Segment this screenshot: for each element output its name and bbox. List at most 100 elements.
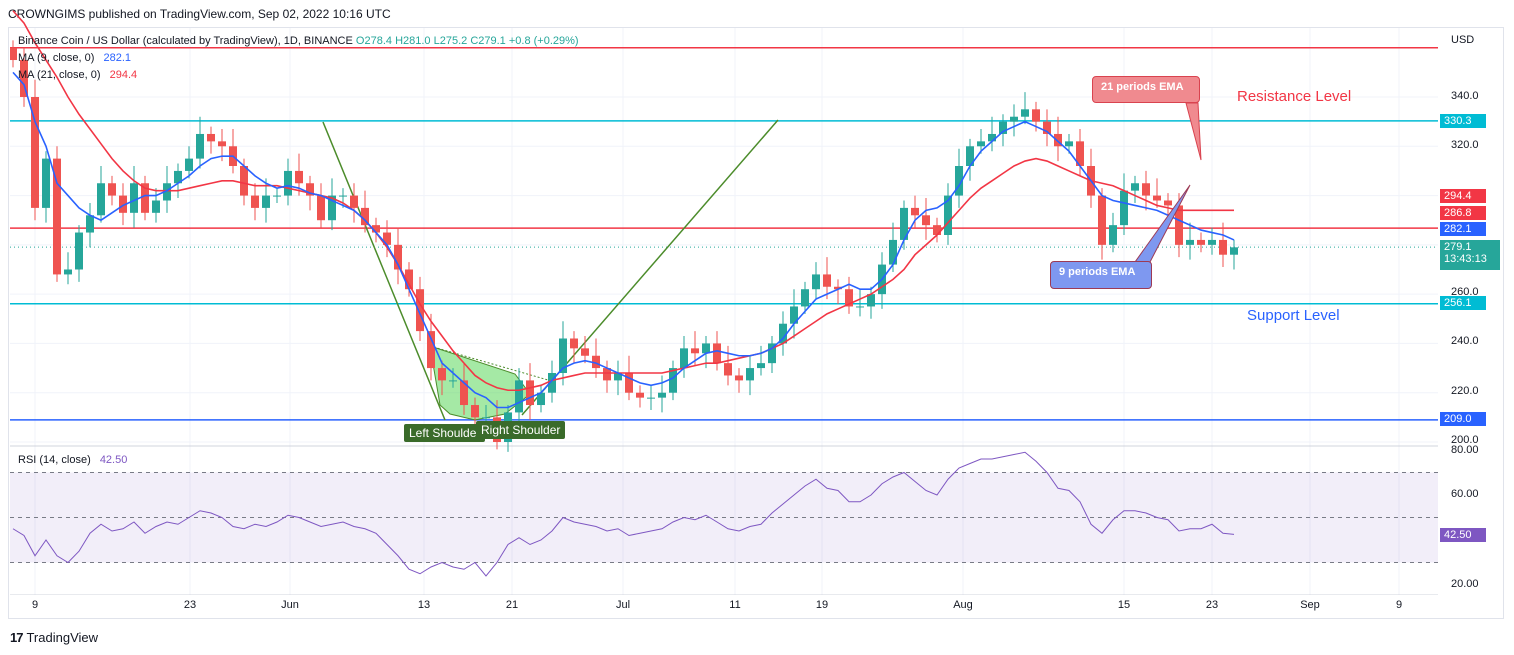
- candle-body: [42, 158, 50, 208]
- candle-body: [152, 200, 160, 213]
- horizontal-levels: [10, 46, 1438, 421]
- candle-body: [471, 405, 479, 418]
- candle-body: [1109, 225, 1117, 245]
- candle-body: [284, 170, 292, 196]
- candle-body: [724, 363, 732, 376]
- candle-body: [1054, 133, 1062, 147]
- candle-body: [10, 47, 17, 61]
- ma21-legend[interactable]: MA (21, close, 0) 294.4: [18, 69, 137, 81]
- symbol-legend[interactable]: Binance Coin / US Dollar (calculated by …: [18, 35, 579, 47]
- candles: [10, 40, 1238, 452]
- candle-body: [713, 343, 721, 364]
- candle-body: [394, 244, 402, 270]
- candle-body: [295, 170, 303, 184]
- candle-body: [559, 338, 567, 373]
- candle-body: [636, 392, 644, 398]
- candle-body: [900, 207, 908, 240]
- candle-body: [163, 183, 171, 201]
- candle-body: [328, 195, 336, 221]
- candle-body: [999, 121, 1007, 134]
- date-tick: 9: [31, 599, 39, 611]
- tag-last-price: 279.1 13:43:13: [1440, 240, 1500, 270]
- candle-body: [1208, 239, 1216, 245]
- symbol-title: Binance Coin / US Dollar (calculated by …: [18, 35, 353, 47]
- candle-body: [592, 355, 600, 369]
- candle-body: [801, 289, 809, 307]
- ma21-line: [12, 10, 1234, 392]
- ohlc-low: L275.2: [433, 35, 468, 47]
- rsi-label: RSI (14, close): [18, 454, 91, 466]
- candle-body: [75, 232, 83, 270]
- candle-body: [625, 373, 633, 393]
- footer-brand[interactable]: 17 TradingView: [10, 630, 98, 645]
- candle-body: [922, 215, 930, 226]
- price-tick: 220.0: [1451, 385, 1479, 397]
- candle-body: [427, 331, 435, 369]
- candle-body: [548, 373, 556, 393]
- ma9-legend[interactable]: MA (9, close, 0) 282.1: [18, 52, 131, 64]
- candle-body: [537, 392, 545, 406]
- candle-body: [581, 348, 589, 356]
- price-tick: 200.0: [1451, 434, 1479, 446]
- candle-body: [1098, 195, 1106, 245]
- pattern-fill: [429, 345, 531, 421]
- candle-body: [856, 306, 864, 308]
- date-tick: 15: [1117, 599, 1131, 611]
- brand-name: TradingView: [26, 630, 99, 645]
- candle-body: [658, 392, 666, 398]
- rsi-line: [12, 451, 1235, 577]
- candle-body: [515, 380, 523, 413]
- candle-body: [647, 397, 655, 399]
- date-tick: Jul: [615, 599, 631, 611]
- candle-body: [185, 158, 193, 171]
- candle-body: [1120, 190, 1128, 226]
- support-label[interactable]: Support Level: [1247, 307, 1340, 324]
- candle-body: [86, 215, 94, 233]
- price-tick: 240.0: [1451, 335, 1479, 347]
- candle-body: [812, 274, 820, 290]
- candle-body: [1076, 141, 1084, 166]
- tag-rsi: 42.50: [1440, 528, 1486, 542]
- ema9-callout[interactable]: 9 periods EMA: [1050, 261, 1152, 289]
- candle-body: [867, 294, 875, 307]
- tag-209: 209.0: [1440, 412, 1486, 426]
- candle-body: [1186, 239, 1194, 245]
- date-tick: Jun: [281, 599, 299, 611]
- candle-body: [339, 195, 347, 197]
- candle-body: [405, 269, 413, 290]
- ohlc-open: O278.4: [355, 35, 392, 47]
- candle-body: [1175, 205, 1183, 245]
- candle-body: [372, 225, 380, 233]
- resistance-label[interactable]: Resistance Level: [1237, 88, 1352, 105]
- candle-body: [834, 286, 842, 290]
- rsi-value: 42.50: [99, 454, 128, 466]
- trend-line-down: [322, 121, 446, 421]
- candle-body: [1153, 195, 1161, 201]
- right-shoulder-label[interactable]: Right Shoulder: [476, 421, 566, 439]
- tag-286: 286.8: [1440, 206, 1486, 220]
- candle-body: [1164, 200, 1172, 206]
- rsi-legend[interactable]: RSI (14, close) 42.50: [18, 454, 127, 466]
- candle-body: [1065, 141, 1073, 147]
- candle-body: [97, 183, 105, 216]
- candle-body: [1021, 109, 1029, 117]
- publish-note: CROWNGIMS published on TradingView.com, …: [8, 7, 391, 21]
- candle-body: [1219, 239, 1227, 255]
- ma21-label: MA (21, close, 0): [18, 69, 101, 81]
- price-tick: 320.0: [1451, 139, 1479, 151]
- candle-body: [240, 166, 248, 196]
- date-tick: 9: [1395, 599, 1403, 611]
- candle-body: [53, 158, 61, 275]
- date-tick: 23: [1205, 599, 1219, 611]
- ma9-value: 282.1: [103, 52, 132, 64]
- left-shoulder-label[interactable]: Left Shoulder: [404, 424, 486, 442]
- candle-body: [317, 195, 325, 221]
- chart-frame[interactable]: [8, 27, 1504, 619]
- candle-body: [383, 232, 391, 245]
- candle-body: [108, 183, 116, 196]
- candle-body: [273, 195, 281, 197]
- ema21-callout[interactable]: 21 periods EMA: [1092, 76, 1200, 103]
- candle-body: [251, 195, 259, 208]
- candle-body: [757, 363, 765, 369]
